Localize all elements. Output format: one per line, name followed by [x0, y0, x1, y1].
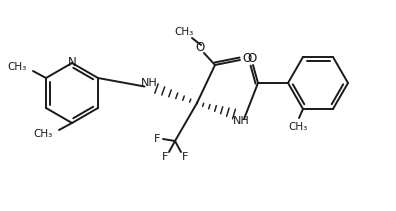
Text: O: O: [242, 51, 251, 65]
Text: NH: NH: [141, 77, 158, 88]
Text: O: O: [195, 41, 205, 54]
Text: CH₃: CH₃: [174, 27, 194, 37]
Text: N: N: [68, 55, 76, 69]
Text: CH₃: CH₃: [288, 122, 308, 132]
Text: CH₃: CH₃: [34, 129, 53, 139]
Text: F: F: [182, 152, 188, 162]
Text: NH: NH: [232, 116, 249, 126]
Text: F: F: [162, 152, 168, 162]
Text: F: F: [154, 134, 160, 144]
Text: CH₃: CH₃: [8, 62, 27, 72]
Text: O: O: [248, 51, 257, 65]
